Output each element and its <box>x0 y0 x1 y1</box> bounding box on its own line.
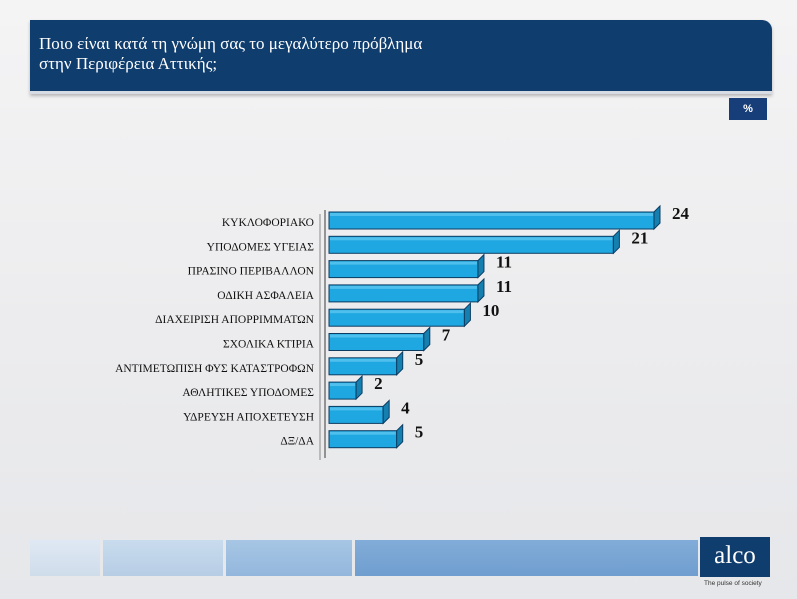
category-label: ΠΡΑΣΙΝΟ ΠΕΡΙΒΑΛΛΟΝ <box>188 266 315 278</box>
category-label: ΔΙΑΧΕΙΡΙΣΗ ΑΠΟΡΡΙΜΜΑΤΩΝ <box>155 314 315 326</box>
value-label: 11 <box>496 277 512 296</box>
bar-side-3 <box>477 277 485 304</box>
value-label: 10 <box>482 301 499 320</box>
bar-highlight-6 <box>330 358 396 362</box>
percent-badge: % <box>729 98 767 120</box>
footer-stripe-4 <box>355 540 698 576</box>
value-label: 5 <box>415 423 424 442</box>
bar-highlight-9 <box>330 431 396 435</box>
logo-tagline: The pulse of society <box>704 580 762 587</box>
value-label: 21 <box>631 228 648 247</box>
value-label: 2 <box>374 374 383 393</box>
category-label: ΣΧΟΛΙΚΑ ΚΤΙΡΙΑ <box>223 339 315 351</box>
category-label: ΚΥΚΛΟΦΟΡΙΑΚΟ <box>222 217 314 229</box>
category-label: ΑΝΤΙΜΕΤΩΠΙΣΗ ΦΥΣ ΚΑΤΑΣΤΡΟΦΩΝ <box>115 363 315 375</box>
value-label: 11 <box>496 253 512 272</box>
bar-highlight-3 <box>330 285 477 289</box>
value-label: 24 <box>672 204 690 223</box>
value-label: 7 <box>442 326 451 345</box>
value-label: 4 <box>401 398 410 417</box>
bar-side-0 <box>653 204 661 231</box>
bar-highlight-7 <box>330 383 356 387</box>
bar-highlight-5 <box>330 334 423 338</box>
bar-side-8 <box>382 399 390 425</box>
bar-side-4 <box>463 301 471 328</box>
category-label: ΥΔΡΕΥΣΗ ΑΠΟΧΕΤΕΥΣΗ <box>183 411 314 423</box>
value-label: 5 <box>415 350 424 369</box>
alco-logo: alco <box>700 537 770 577</box>
bar-side-9 <box>396 423 404 449</box>
footer-stripe-3 <box>226 540 352 576</box>
category-label: ΥΠΟΔΟΜΕΣ ΥΓΕΙΑΣ <box>207 241 315 253</box>
bar-side-6 <box>396 350 404 377</box>
bar-side-2 <box>477 253 485 279</box>
bar-side-7 <box>355 374 363 401</box>
category-label: ΑΘΛΗΤΙΚΕΣ ΥΠΟΔΟΜΕΣ <box>182 387 314 399</box>
bar-highlight-2 <box>330 261 477 265</box>
bar-highlight-1 <box>330 237 613 241</box>
bar-side-5 <box>423 326 431 352</box>
bar-side-1 <box>612 229 620 255</box>
category-label: ΔΞ/ΔΑ <box>280 436 314 448</box>
title-bar: Ποιο είναι κατά τη γνώμη σας το μεγαλύτε… <box>30 20 772 94</box>
footer-stripe-1 <box>30 540 100 576</box>
bars-group: ΚΥΚΛΟΦΟΡΙΑΚΟ 24 ΥΠΟΔΟΜΕΣ ΥΓΕΙΑΣ 21 ΠΡΑΣΙΝΟ Π… <box>115 204 690 449</box>
chart-title: Ποιο είναι κατά τη γνώμη σας το μεγαλύτε… <box>39 34 423 73</box>
footer-stripe-2 <box>103 540 223 576</box>
bar-highlight-8 <box>330 407 383 411</box>
bar-highlight-4 <box>330 310 464 314</box>
bar-highlight-0 <box>330 213 653 216</box>
category-label: ΟΔΙΚΗ ΑΣΦΑΛΕΙΑ <box>217 290 314 302</box>
